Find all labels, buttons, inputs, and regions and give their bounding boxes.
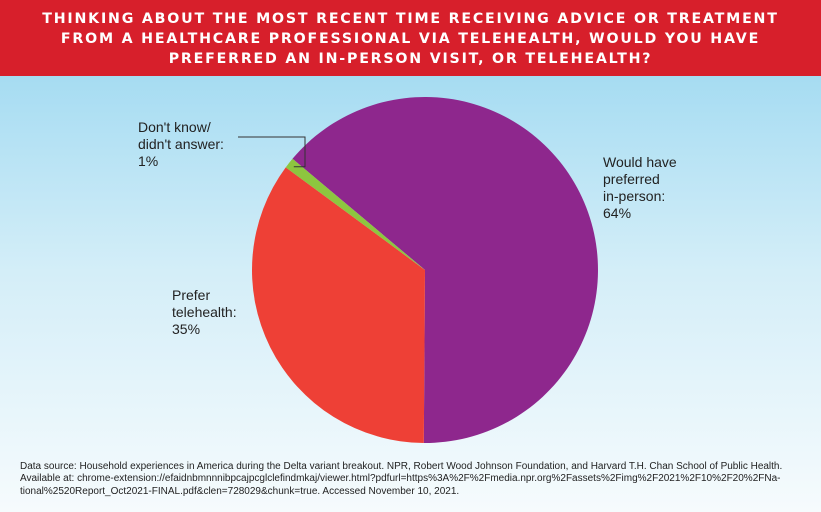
leader-line-dont-know	[238, 136, 306, 168]
source-line-2: Available at: chrome-extension://efaidnb…	[20, 473, 781, 485]
data-source-note: Data source: Household experiences in Am…	[20, 461, 810, 498]
slice-label-don-t-know: Don't know/didn't answer: 1%	[138, 119, 224, 169]
slice-label-would-have: Would have preferred in-person: 64%	[603, 154, 677, 221]
pie-slice-would-have	[292, 97, 598, 444]
pie-slice-prefer	[251, 167, 425, 443]
slice-labels: Would have preferred in-person: 64% Prefer te…	[138, 119, 677, 337]
chart-title: THINKING ABOUT THE MOST RECENT TIME RECE…	[42, 10, 779, 67]
leader-lines	[238, 136, 306, 168]
title-banner: THINKING ABOUT THE MOST RECENT TIME RECE…	[0, 0, 821, 76]
pie-slice-don-t-know	[285, 158, 425, 270]
source-line-3: tional%2520Report_Oct2021-FINAL.pdf&clen…	[20, 485, 460, 497]
source-line-1: Data source: Household experiences in Am…	[20, 461, 783, 472]
pie-slices	[251, 97, 598, 444]
slice-label-prefer: Prefer telehealth: 35%	[172, 287, 237, 337]
